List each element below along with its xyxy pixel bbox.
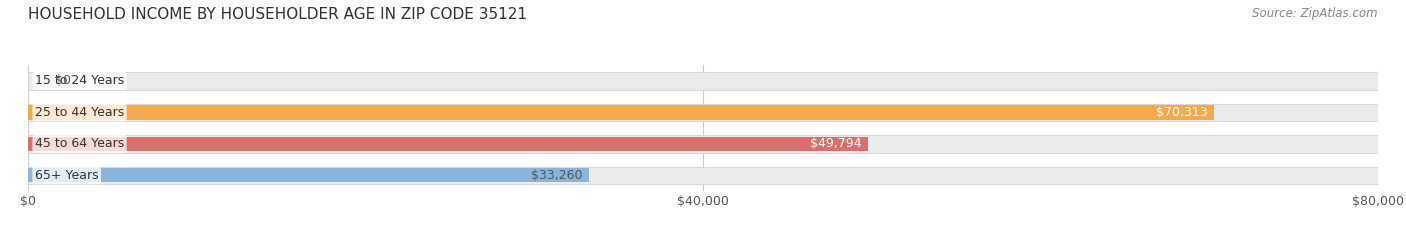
Text: $49,794: $49,794 — [810, 137, 862, 150]
Text: 45 to 64 Years: 45 to 64 Years — [35, 137, 124, 150]
Text: 65+ Years: 65+ Years — [35, 169, 98, 182]
Bar — [28, 168, 589, 182]
Bar — [28, 167, 1378, 184]
Text: $33,260: $33,260 — [531, 169, 582, 182]
Bar — [28, 104, 1378, 121]
Text: $70,313: $70,313 — [1156, 106, 1208, 119]
Bar — [28, 105, 1215, 120]
Bar — [28, 137, 869, 151]
Text: Source: ZipAtlas.com: Source: ZipAtlas.com — [1253, 7, 1378, 20]
Text: 15 to 24 Years: 15 to 24 Years — [35, 75, 124, 87]
Text: HOUSEHOLD INCOME BY HOUSEHOLDER AGE IN ZIP CODE 35121: HOUSEHOLD INCOME BY HOUSEHOLDER AGE IN Z… — [28, 7, 527, 22]
Bar — [28, 135, 1378, 153]
Text: $0: $0 — [55, 75, 72, 87]
Bar — [28, 72, 1378, 90]
Text: 25 to 44 Years: 25 to 44 Years — [35, 106, 124, 119]
